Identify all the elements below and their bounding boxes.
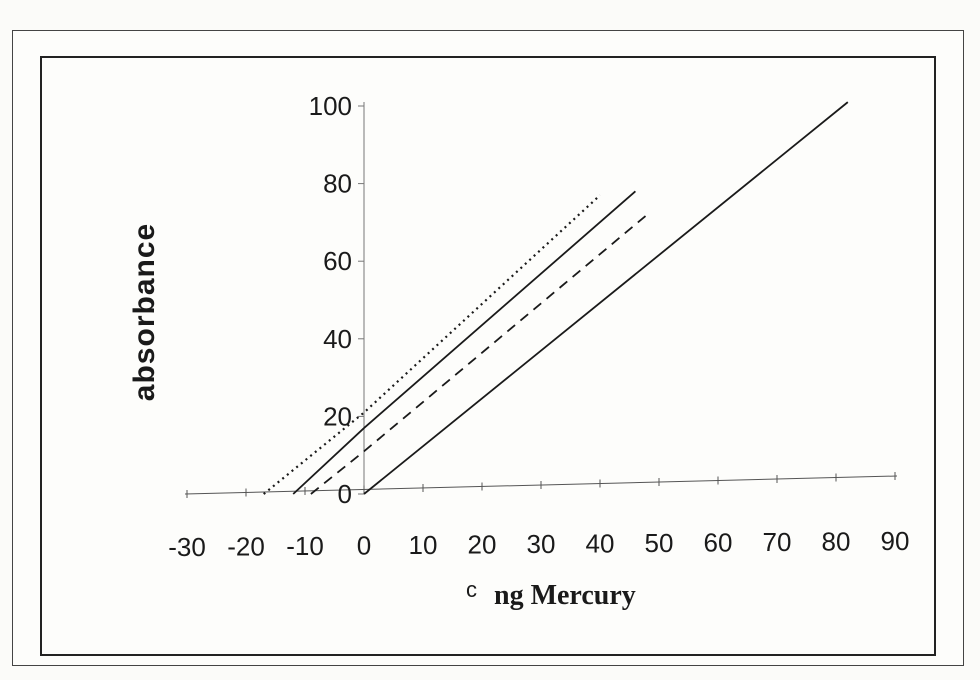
x-tick-label: 80 [822,527,851,557]
y-tick-label: 80 [323,169,352,199]
x-tick-label: 10 [409,530,438,560]
x-tick-label: 50 [645,528,674,558]
series-line-2-solid [292,190,636,495]
series-line-4-solid [363,101,849,495]
x-tick-label: 70 [763,527,792,557]
y-tick-label: 60 [323,246,352,276]
y-axis-label: absorbance [128,223,161,401]
x-tick-label: 30 [527,529,556,559]
series-layer [263,101,849,495]
x-axis-label: ng Mercury [494,580,636,611]
y-tick-label: 40 [323,324,352,354]
x-axis-label-prefix: c [466,577,477,602]
x-tick-label: 40 [586,529,615,559]
x-tick-label: 20 [468,530,497,560]
chart-frame [40,56,936,656]
x-tick-label: -30 [168,532,206,562]
y-tick-label: 20 [323,401,352,431]
tick-labels: -30 -20 -10 0 10 20 30 40 50 60 70 80 90 0 20 40 60 80 100 [168,91,909,562]
series-line-1-dotted [263,194,601,495]
x-tick-label: 90 [881,526,910,556]
x-tick-label: 0 [357,531,371,561]
y-tick-label: 100 [309,91,352,121]
y-tick-label: 0 [338,479,352,509]
x-tick-label: 60 [704,528,733,558]
axes [184,102,898,498]
x-tick-label: -20 [227,532,265,562]
series-line-3-dashed [310,213,648,495]
x-tick-label: -10 [286,531,324,561]
